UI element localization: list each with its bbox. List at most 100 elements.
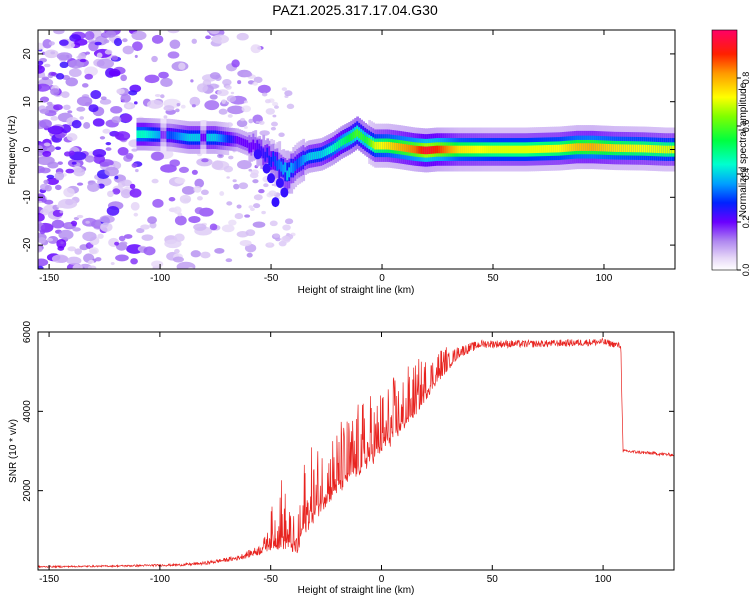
spectrogram-x-label: Height of straight line (km) (298, 285, 415, 296)
noise-speckle (118, 235, 126, 242)
noise-speckle (151, 34, 164, 44)
ridge-cell (208, 133, 212, 142)
ridge-cell (649, 145, 653, 153)
ridge-cell (176, 132, 180, 140)
ridge-cell (250, 142, 254, 153)
ridge-cell (541, 145, 545, 153)
noise-speckle (172, 256, 185, 263)
noise-speckle (201, 158, 209, 163)
ridge-cell (154, 130, 158, 139)
noise-speckle (193, 185, 202, 193)
noise-speckle (267, 242, 273, 246)
noise-speckle (239, 239, 252, 247)
ridge-cell (426, 146, 429, 155)
noise-speckle (240, 117, 246, 122)
ridge-cell (631, 144, 635, 153)
noise-speckle (76, 96, 93, 107)
noise-speckle (272, 114, 277, 118)
ridge-cell (216, 133, 220, 142)
noise-speckle (105, 30, 117, 38)
ridge-cell (342, 137, 346, 146)
ridge-cell (579, 143, 583, 151)
noise-speckle (246, 252, 253, 258)
noise-speckle (146, 99, 164, 109)
ridge-cell (504, 145, 507, 154)
noise-speckle (252, 221, 266, 228)
ridge-cell (476, 145, 479, 154)
noise-speckle (219, 191, 225, 196)
noise-speckle (143, 246, 156, 256)
ridge-cell (300, 156, 304, 167)
noise-speckle (160, 77, 173, 87)
noise-speckle (176, 103, 181, 107)
noise-speckle (284, 90, 293, 97)
ridge-cell (304, 154, 308, 163)
ridge-cell (444, 145, 447, 154)
ridge-cell (174, 131, 178, 140)
ridge-cell (599, 143, 603, 152)
noise-speckle (133, 212, 139, 217)
noise-speckle (74, 38, 88, 46)
ridge-cell (547, 145, 551, 153)
ridge-cell (178, 132, 182, 141)
ridge-cell (358, 130, 362, 139)
noise-speckle (72, 227, 81, 232)
ridge-cell (400, 143, 403, 152)
ridge-cell (362, 133, 366, 142)
ridge-cell (629, 144, 633, 153)
ridge-cell (549, 144, 553, 153)
ridge-cell (474, 145, 477, 154)
colorbar-ticks: 0.0 0.2 0.4 0.6 0.8 (737, 72, 750, 276)
noise-speckle (65, 168, 75, 174)
ridge-cell (551, 144, 555, 153)
ridge-cell (272, 151, 276, 162)
noise-speckle (57, 246, 65, 251)
noise-speckle (87, 265, 97, 269)
ridge-cell (372, 140, 375, 149)
noise-speckle (38, 265, 44, 269)
ridge-cell (615, 144, 619, 152)
ridge-cell (430, 146, 433, 154)
ridge-cell (412, 145, 415, 154)
noise-speckle (71, 161, 77, 165)
noise-speckle (114, 241, 120, 246)
noise-speckle (131, 30, 147, 41)
noise-speckle (119, 241, 128, 246)
ridge-cell (368, 138, 371, 146)
transition-blob (253, 149, 262, 160)
noise-speckle (225, 85, 232, 90)
noise-speckle (88, 104, 99, 113)
ridge-cell (605, 143, 609, 152)
noise-speckle (100, 222, 113, 232)
ridge-cell (386, 141, 389, 150)
ridge-cell (290, 162, 294, 173)
noise-speckle (85, 51, 91, 55)
snr-x-tick-label: -150 (39, 574, 59, 585)
snr-x-tick-label: 100 (595, 574, 612, 585)
ridge-cell (206, 133, 210, 142)
noise-speckle (115, 254, 129, 262)
noise-speckle (132, 41, 143, 52)
ridge-cell (494, 145, 497, 154)
ridge-cell (571, 143, 575, 152)
colorbar-label: Normalized spectral amplitude (738, 82, 749, 217)
noise-speckle (234, 213, 244, 220)
noise-speckle (67, 223, 73, 228)
ridge-cell (328, 146, 332, 155)
ridge-cell (533, 145, 537, 154)
noise-speckle (265, 108, 275, 115)
noise-speckle (169, 159, 181, 167)
spectrogram-x-tick-label: 0 (379, 273, 385, 284)
snr-x-tick-label: 0 (379, 574, 385, 585)
noise-speckle (121, 179, 133, 187)
ridge-cell (190, 133, 194, 142)
ridge-cell (520, 145, 523, 154)
ridge-cell (258, 143, 262, 154)
noise-speckle (38, 258, 49, 267)
ridge-cell (609, 144, 613, 152)
noise-speckle (282, 224, 291, 231)
noise-speckle (180, 104, 186, 109)
noise-speckle (43, 142, 51, 147)
